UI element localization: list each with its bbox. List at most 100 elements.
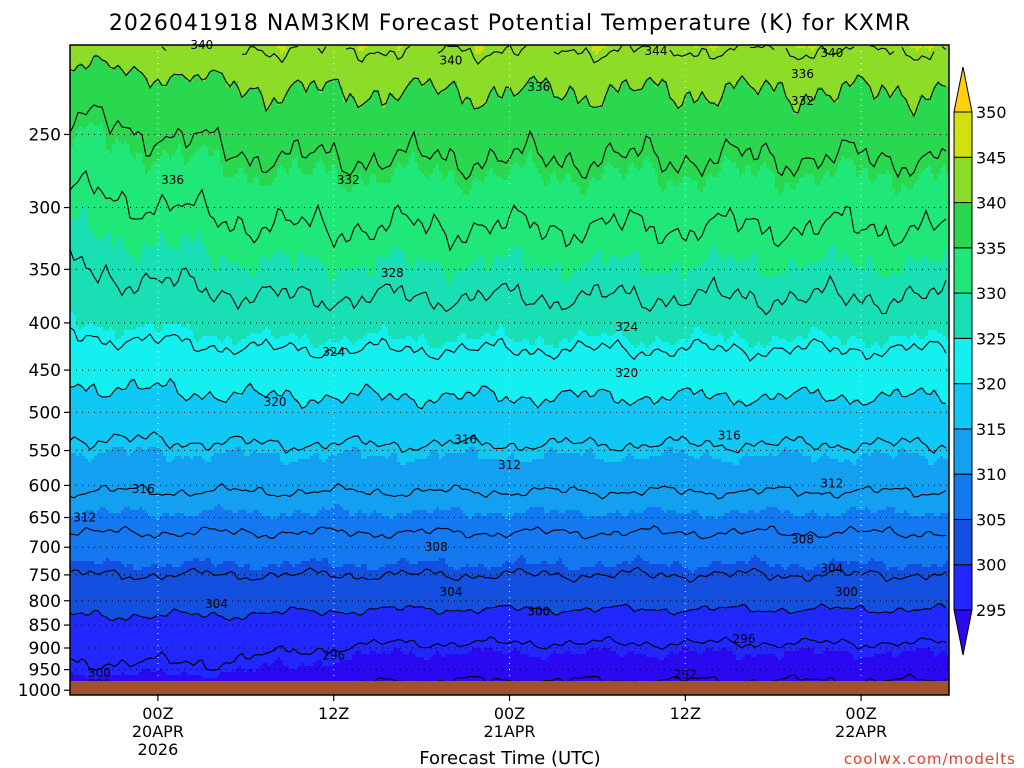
- field-cell: [241, 48, 245, 52]
- field-cell: [373, 48, 377, 52]
- field-cell: [409, 48, 413, 52]
- field-cell: [277, 48, 281, 52]
- field-cell: [301, 48, 305, 52]
- field-cell: [142, 51, 146, 55]
- field-cell: [679, 48, 683, 52]
- field-cell: [928, 48, 932, 52]
- field-cell: [688, 48, 692, 52]
- field-cell: [514, 48, 518, 52]
- field-cell: [307, 51, 311, 55]
- field-cell: [496, 48, 500, 52]
- field-cell: [550, 48, 554, 52]
- field-cell: [790, 48, 794, 52]
- field-cell: [313, 48, 317, 52]
- field-cell: [811, 48, 815, 52]
- field-cell: [718, 48, 722, 52]
- field-cell: [160, 51, 164, 55]
- field-cell: [235, 51, 239, 55]
- field-cell: [451, 48, 455, 52]
- field-cell: [916, 48, 920, 52]
- field-cell: [151, 51, 155, 55]
- field-cell: [184, 48, 188, 52]
- field-cell: [475, 48, 479, 52]
- field-cell: [103, 51, 107, 55]
- field-cell: [295, 51, 299, 55]
- field-cell: [76, 51, 80, 55]
- field-cell: [124, 48, 128, 52]
- field-cell: [88, 48, 92, 52]
- field-cell: [310, 48, 314, 52]
- field-cell: [547, 48, 551, 52]
- field-cell: [682, 48, 686, 52]
- field-cell: [601, 48, 605, 52]
- field-cell: [94, 51, 98, 55]
- field-cell: [232, 48, 236, 52]
- field-cell: [238, 48, 242, 52]
- field-cell: [259, 51, 263, 55]
- field-cell: [748, 48, 752, 52]
- field-cell: [424, 48, 428, 52]
- field-cell: [79, 48, 83, 52]
- field-cell: [142, 48, 146, 52]
- field-cell: [760, 48, 764, 52]
- field-cell: [292, 48, 296, 52]
- field-cell: [337, 48, 341, 52]
- field-cell: [499, 48, 503, 52]
- field-cell: [418, 48, 422, 52]
- field-cell: [529, 48, 533, 52]
- field-cell: [538, 48, 542, 52]
- field-cell: [595, 48, 599, 52]
- field-cell: [82, 48, 86, 52]
- field-cell: [136, 51, 140, 55]
- field-cell: [736, 48, 740, 52]
- field-cell: [298, 51, 302, 55]
- field-cell: [121, 51, 125, 55]
- field-cell: [625, 48, 629, 52]
- field-cell: [691, 48, 695, 52]
- field-cell: [130, 48, 134, 52]
- field-cell: [169, 51, 173, 55]
- field-cell: [490, 48, 494, 52]
- field-cell: [127, 48, 131, 52]
- field-cell: [82, 51, 86, 55]
- field-cell: [232, 51, 236, 55]
- field-cell: [220, 48, 224, 52]
- field-cell: [757, 48, 761, 52]
- field-cell: [628, 48, 632, 52]
- field-cell: [376, 48, 380, 52]
- field-cell: [379, 48, 383, 52]
- field-cell: [805, 48, 809, 52]
- field-cell: [799, 48, 803, 52]
- field-cell: [871, 48, 875, 52]
- field-cell: [808, 48, 812, 52]
- field-cell: [709, 48, 713, 52]
- field-cell: [430, 48, 434, 52]
- field-cell: [115, 51, 119, 55]
- field-cell: [481, 48, 485, 52]
- field-cell: [355, 48, 359, 52]
- field-cell: [130, 51, 134, 55]
- field-cell: [97, 51, 101, 55]
- field-cell: [532, 48, 536, 52]
- field-cell: [118, 51, 122, 55]
- field-cell: [268, 51, 272, 55]
- field-cell: [175, 48, 179, 52]
- field-cell: [421, 48, 425, 52]
- field-cell: [217, 48, 221, 52]
- field-cell: [793, 48, 797, 52]
- field-cell: [436, 48, 440, 52]
- field-cell: [607, 48, 611, 52]
- field-cell: [931, 48, 935, 52]
- field-cell: [592, 48, 596, 52]
- field-cell: [118, 48, 122, 52]
- field-cell: [448, 48, 452, 52]
- field-cell: [175, 51, 179, 55]
- field-cell: [622, 48, 626, 52]
- field-cell: [181, 48, 185, 52]
- field-cell: [295, 48, 299, 52]
- field-cell: [112, 51, 116, 55]
- field-cell: [88, 51, 92, 55]
- field-cell: [151, 48, 155, 52]
- field-cell: [781, 48, 785, 52]
- field-cell: [331, 48, 335, 52]
